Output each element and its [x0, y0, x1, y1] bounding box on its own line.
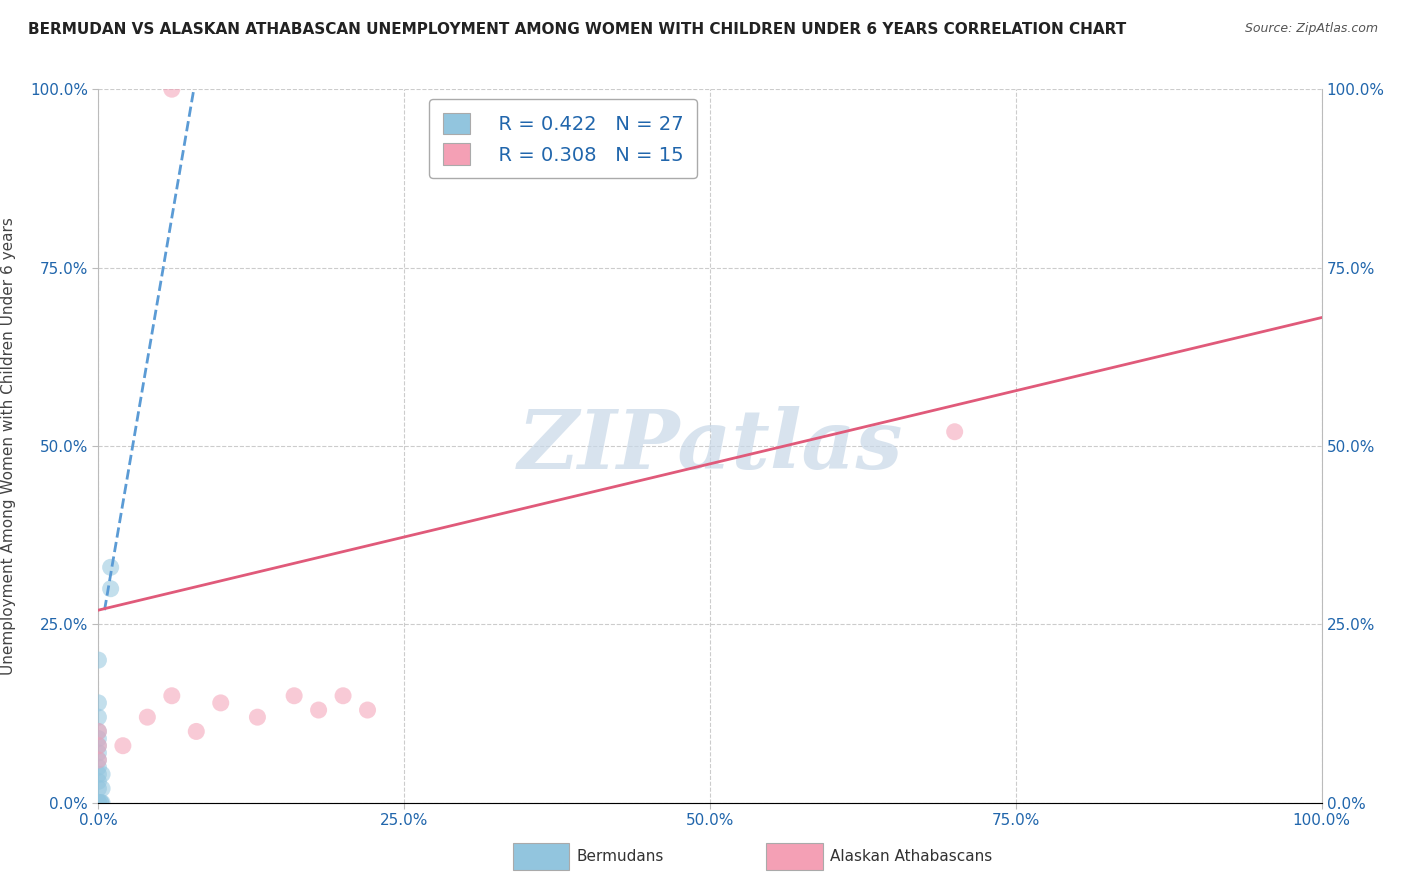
Point: [90, 796, 112, 810]
Point: [87, 710, 110, 724]
Point: [160, 82, 183, 96]
Point: [87, 724, 110, 739]
Point: [100, 582, 122, 596]
Point: [283, 689, 305, 703]
Point: [91, 796, 114, 810]
Point: [87, 796, 110, 810]
Point: [87, 746, 110, 760]
Legend:   R = 0.422   N = 27,   R = 0.308   N = 15: R = 0.422 N = 27, R = 0.308 N = 15: [429, 99, 697, 178]
FancyBboxPatch shape: [513, 843, 569, 870]
Point: [100, 560, 122, 574]
Point: [87, 796, 110, 810]
Point: [87, 753, 110, 767]
Text: BERMUDAN VS ALASKAN ATHABASCAN UNEMPLOYMENT AMONG WOMEN WITH CHILDREN UNDER 6 YE: BERMUDAN VS ALASKAN ATHABASCAN UNEMPLOYM…: [28, 22, 1126, 37]
Point: [209, 696, 232, 710]
FancyBboxPatch shape: [766, 843, 823, 870]
Point: [87, 739, 110, 753]
Point: [943, 425, 966, 439]
Point: [87, 774, 110, 789]
Text: ZIPatlas: ZIPatlas: [517, 406, 903, 486]
Point: [87, 796, 110, 810]
Point: [87, 796, 110, 810]
Point: [87, 696, 110, 710]
Point: [87, 796, 110, 810]
Point: [111, 739, 134, 753]
Point: [87, 653, 110, 667]
Text: Source: ZipAtlas.com: Source: ZipAtlas.com: [1244, 22, 1378, 36]
Point: [308, 703, 330, 717]
Point: [186, 724, 208, 739]
Point: [160, 689, 183, 703]
Point: [87, 760, 110, 774]
Point: [87, 796, 110, 810]
Point: [87, 724, 110, 739]
Point: [87, 739, 110, 753]
Text: Bermudans: Bermudans: [576, 849, 664, 863]
Y-axis label: Unemployment Among Women with Children Under 6 years: Unemployment Among Women with Children U…: [1, 217, 15, 675]
Point: [87, 767, 110, 781]
Point: [91, 767, 114, 781]
Point: [246, 710, 269, 724]
Text: Alaskan Athabascans: Alaskan Athabascans: [830, 849, 991, 863]
Point: [332, 689, 354, 703]
Point: [91, 781, 114, 796]
Point: [87, 796, 110, 810]
Point: [87, 781, 110, 796]
Point: [136, 710, 159, 724]
Point: [87, 796, 110, 810]
Point: [90, 796, 112, 810]
Point: [87, 731, 110, 746]
Point: [87, 753, 110, 767]
Point: [356, 703, 378, 717]
